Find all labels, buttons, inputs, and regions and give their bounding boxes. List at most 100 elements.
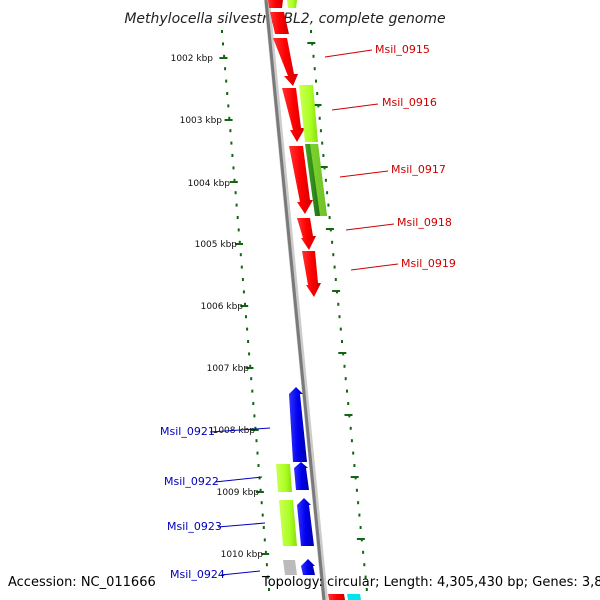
gene-msil-0918[interactable] bbox=[297, 218, 316, 250]
gene-bottom-red[interactable] bbox=[328, 594, 345, 600]
scale-dot bbox=[312, 54, 315, 58]
label-msil-0917[interactable]: Msil_0917 bbox=[391, 163, 446, 176]
scale-dot bbox=[343, 364, 346, 368]
gene-msil-0921[interactable] bbox=[289, 387, 307, 462]
major-tick bbox=[250, 429, 259, 431]
gene-msil-0923-green[interactable] bbox=[279, 500, 297, 546]
major-tick bbox=[245, 367, 254, 369]
gene-msil-0924-blue[interactable] bbox=[301, 559, 315, 575]
scale-dot bbox=[237, 228, 240, 232]
accession-text: Accession: NC_011666 bbox=[8, 575, 156, 590]
scale-dot bbox=[266, 575, 269, 579]
major-tick bbox=[325, 228, 334, 230]
scale-dot bbox=[310, 30, 312, 33]
scale-dot bbox=[260, 501, 263, 505]
scale-dot bbox=[321, 141, 324, 145]
major-tick bbox=[313, 104, 322, 106]
major-tick bbox=[219, 57, 228, 59]
gene-msil-0915[interactable] bbox=[273, 38, 298, 86]
label-msil-0918[interactable]: Msil_0918 bbox=[397, 216, 452, 229]
scale-dot bbox=[334, 278, 337, 281]
label-msil-0924[interactable]: Msil_0924 bbox=[170, 568, 225, 581]
scale-dot bbox=[248, 352, 251, 356]
major-tick bbox=[224, 119, 233, 121]
scale-dot bbox=[341, 340, 343, 343]
scale-dot bbox=[232, 166, 235, 170]
scale-dot bbox=[333, 265, 336, 269]
kbp-label: 1009 kbp bbox=[217, 488, 260, 498]
major-tick bbox=[332, 290, 341, 292]
gene-msil-0923-blue[interactable] bbox=[297, 498, 314, 546]
genome-backbone bbox=[264, 0, 326, 600]
gene-msil-0917-lightgreen[interactable] bbox=[310, 144, 327, 216]
kbp-label: 1003 kbp bbox=[180, 116, 223, 126]
label-msil-0923[interactable]: Msil_0923 bbox=[167, 520, 222, 533]
scale-dot bbox=[254, 426, 257, 430]
gene-msil-0924-grey[interactable] bbox=[283, 560, 297, 575]
scale-dot bbox=[253, 414, 256, 418]
scale-dot bbox=[357, 501, 360, 505]
scale-dot bbox=[242, 290, 245, 294]
gene-msil-0917-red[interactable] bbox=[289, 146, 313, 214]
label-msil-0919[interactable]: Msil_0919 bbox=[401, 257, 456, 270]
scale-track bbox=[219, 30, 368, 591]
gene-bottom-cyan[interactable] bbox=[347, 594, 361, 600]
scale-dot bbox=[228, 116, 231, 120]
scale-dot bbox=[251, 389, 254, 393]
leader-line bbox=[209, 427, 271, 433]
gene-msil-0922-blue[interactable] bbox=[294, 462, 309, 490]
label-msil-0915[interactable]: Msil_0915 bbox=[375, 43, 430, 56]
leader-line bbox=[345, 223, 395, 231]
scale-dot bbox=[255, 439, 258, 443]
label-msil-0922[interactable]: Msil_0922 bbox=[164, 475, 219, 488]
gene-partial-top-green[interactable] bbox=[287, 0, 297, 8]
kbp-label: 1004 kbp bbox=[188, 179, 231, 189]
scale-dot bbox=[259, 488, 262, 492]
leader-line bbox=[331, 103, 379, 111]
scale-dot bbox=[328, 216, 331, 219]
gene-msil-0915-segment[interactable] bbox=[270, 12, 289, 34]
scale-dot bbox=[324, 178, 327, 182]
leader-line bbox=[214, 476, 263, 483]
label-msil-0921[interactable]: Msil_0921 bbox=[160, 425, 215, 438]
scale-dot bbox=[223, 54, 226, 58]
scale-dot bbox=[241, 278, 244, 281]
scale-dot bbox=[233, 178, 236, 182]
label-msil-0916[interactable]: Msil_0916 bbox=[382, 96, 437, 109]
scale-dot bbox=[347, 402, 350, 405]
major-tick bbox=[307, 42, 316, 44]
gene-msil-0919[interactable] bbox=[302, 251, 321, 297]
major-tick bbox=[356, 538, 365, 540]
gene-msil-0916-red[interactable] bbox=[282, 88, 305, 142]
scale-dot bbox=[239, 253, 242, 257]
scale-dot bbox=[313, 67, 316, 71]
kbp-labels: 1002 kbp 1003 kbp 1004 kbp 1005 kbp 1006… bbox=[171, 54, 264, 560]
scale-dot bbox=[227, 104, 230, 108]
scale-dot bbox=[339, 327, 342, 331]
scale-dot bbox=[315, 79, 317, 83]
gene-msil-0916-green[interactable] bbox=[299, 85, 318, 142]
reverse-gene-labels: Msil_0921 Msil_0922 Msil_0923 Msil_0924 bbox=[160, 425, 271, 581]
scale-dot bbox=[318, 116, 321, 120]
scale-dot bbox=[338, 315, 341, 319]
scale-dot bbox=[350, 439, 353, 443]
major-tick bbox=[344, 414, 353, 416]
scale-dot bbox=[238, 240, 241, 244]
scale-dot bbox=[252, 402, 255, 405]
scale-dot bbox=[352, 451, 355, 455]
major-tick bbox=[255, 491, 264, 493]
scale-dot bbox=[235, 203, 238, 207]
major-tick bbox=[235, 243, 243, 245]
scale-dot bbox=[244, 302, 246, 306]
kbp-label: 1010 kbp bbox=[221, 550, 264, 560]
scale-dot bbox=[327, 203, 330, 207]
scale-dot bbox=[363, 563, 366, 567]
scale-dot bbox=[246, 327, 249, 331]
gene-msil-0922-green[interactable] bbox=[276, 464, 292, 492]
scale-dot bbox=[316, 92, 319, 95]
gene-partial-top-red[interactable] bbox=[268, 0, 283, 8]
scale-dot bbox=[355, 488, 358, 492]
scale-dot bbox=[365, 588, 368, 591]
